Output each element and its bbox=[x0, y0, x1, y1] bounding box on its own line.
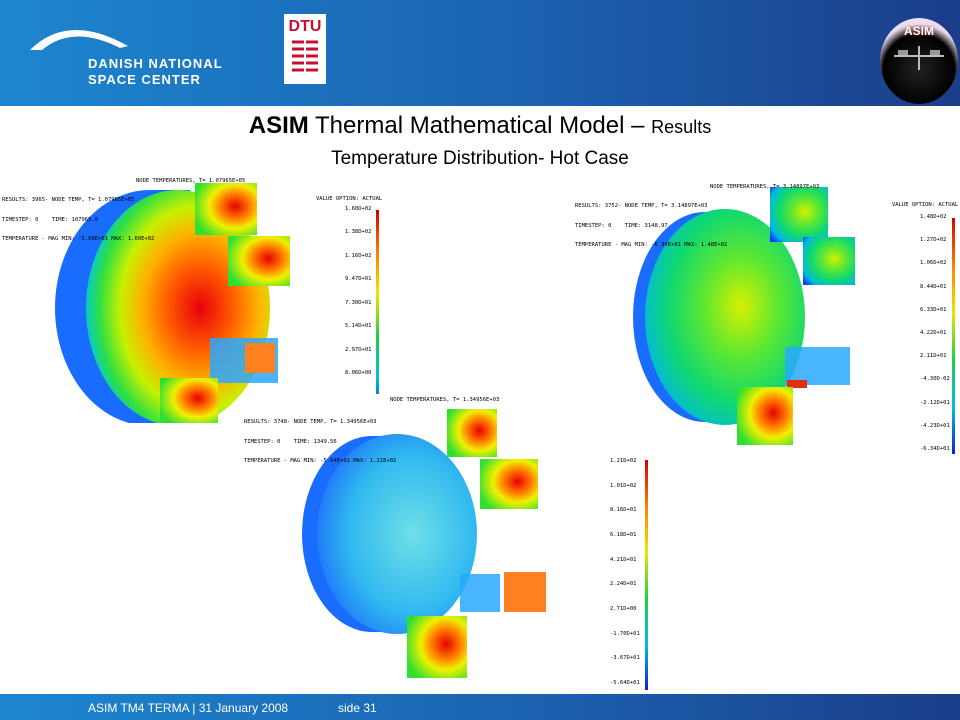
legend-label: 8.44D+01 bbox=[920, 283, 947, 290]
node-header: NODE TEMPERATURES, T= 1.07965E+05 bbox=[136, 178, 246, 184]
results-line: RESULTS: 3965- NODE TEMP, T= 1.07965E+05 bbox=[2, 197, 135, 203]
dtu-bars bbox=[292, 40, 318, 74]
results-line: RESULTS: 3748- NODE TEMP, T= 1.34956E+03 bbox=[244, 419, 377, 425]
node-header: NODE TEMPERATURES, T= 3.14897E+03 bbox=[710, 184, 820, 190]
legend-label: -6.34D+01 bbox=[920, 445, 950, 452]
legend-label: 1.21D+02 bbox=[610, 458, 637, 464]
legend-label: 8.16D+01 bbox=[610, 507, 637, 514]
title-main: Thermal Mathematical Model bbox=[315, 112, 625, 139]
legend-label: -4.23D+01 bbox=[920, 422, 950, 429]
legend-label: -2.12D+01 bbox=[920, 399, 950, 406]
legend-label: 1.60D+02 bbox=[345, 206, 372, 212]
legend: 1.60D+02 1.38D+02 1.16D+02 9.47D+01 7.30D+01… bbox=[345, 206, 372, 376]
legend-label: 1.06D+02 bbox=[920, 260, 947, 267]
title: ASIM Thermal Mathematical Model – Result… bbox=[0, 112, 960, 140]
footer-right: side 31 bbox=[338, 701, 377, 715]
badge-text: ASIM bbox=[904, 24, 934, 38]
results-line: TEMPERATURE - MAG MIN: -6.34E+01 MAX: 1.… bbox=[575, 242, 728, 248]
legend-label: 5.14D+01 bbox=[345, 323, 372, 330]
legend-title: VALUE OPTION: ACTUAL bbox=[316, 196, 383, 202]
subtitle: Temperature Distribution- Hot Case bbox=[331, 148, 629, 169]
legend-label: 1.27D+02 bbox=[920, 237, 947, 244]
title-dash: – bbox=[631, 112, 645, 139]
legend-label: 8.06D+00 bbox=[345, 369, 372, 376]
dtu-logo: DTU bbox=[284, 14, 326, 84]
legend-label: 6.33D+01 bbox=[920, 306, 947, 313]
footer-band: ASIM TM4 TERMA | 31 January 2008 side 31 bbox=[0, 694, 960, 720]
model-render bbox=[302, 409, 648, 690]
legend-label: 1.16D+02 bbox=[345, 252, 372, 259]
legend-label: 4.22D+01 bbox=[920, 329, 947, 336]
results-line: TIMESTEP: 0 TIME: 1349.56 bbox=[244, 438, 337, 445]
logo-line: DANISH NATIONAL bbox=[88, 56, 223, 71]
panel-right: NODE TEMPERATURES, T= 3.14897E+03 RESULT… bbox=[575, 182, 960, 462]
legend-label: 4.21D+01 bbox=[610, 556, 637, 563]
legend-label: 9.47D+01 bbox=[345, 276, 372, 283]
legend-label: -5.64D+01 bbox=[610, 679, 640, 686]
legend-label: -1.70D+01 bbox=[610, 630, 640, 637]
results-block: RESULTS: 3752- NODE TEMP, T= 3.14897E+03… bbox=[575, 190, 727, 262]
legend: 1.48D+02 1.27D+02 1.06D+02 8.44D+01 6.33D+01… bbox=[920, 214, 950, 452]
logo-arc bbox=[30, 29, 128, 50]
model-render bbox=[633, 187, 955, 454]
legend-label: 1.01D+02 bbox=[610, 482, 637, 489]
legend-label: 1.38D+02 bbox=[345, 229, 372, 236]
legend-label: 2.24D+01 bbox=[610, 581, 637, 588]
station-icon bbox=[894, 46, 944, 70]
footer-left: ASIM TM4 TERMA | 31 January 2008 bbox=[88, 701, 289, 715]
results-block: RESULTS: 3965- NODE TEMP, T= 1.07965E+05… bbox=[2, 184, 154, 256]
legend-label: 6.18D+01 bbox=[610, 531, 637, 538]
legend-label: 2.71D+00 bbox=[610, 605, 637, 612]
legend-title: VALUE OPTION: ACTUAL bbox=[892, 202, 959, 208]
legend-label: 2.11D+01 bbox=[920, 353, 947, 360]
logo-text: DANISH NATIONAL SPACE CENTER bbox=[88, 56, 223, 88]
legend-label: 2.97D+01 bbox=[345, 346, 372, 353]
results-line: TEMPERATURE - MAG MIN: -5.64E+01 MAX: 1.… bbox=[244, 458, 397, 464]
legend: 1.21D+02 1.01D+02 8.16D+01 6.18D+01 4.21D+01… bbox=[610, 458, 640, 686]
logo-line: SPACE CENTER bbox=[88, 72, 201, 87]
results-block: RESULTS: 3748- NODE TEMP, T= 1.34956E+03… bbox=[244, 406, 396, 478]
panel-left: NODE TEMPERATURES, T= 1.07965E+05 RESULT… bbox=[0, 178, 420, 423]
results-line: RESULTS: 3752- NODE TEMP, T= 3.14897E+03 bbox=[575, 203, 708, 209]
legend-label: -4.30D-02 bbox=[920, 376, 950, 383]
asim-badge: ASIM bbox=[880, 18, 958, 104]
title-small: Results bbox=[651, 117, 712, 137]
dtu-text: DTU bbox=[288, 18, 322, 35]
results-line: TIMESTEP: 0 TIME: 107965.0 bbox=[2, 216, 99, 223]
node-header: NODE TEMPERATURES, T= 1.34956E+03 bbox=[390, 397, 500, 403]
results-line: TEMPERATURE - MAG MIN: -5.69E+01 MAX: 1.… bbox=[2, 236, 155, 242]
legend-label: -3.67D+01 bbox=[610, 655, 640, 662]
title-bold: ASIM bbox=[248, 112, 309, 139]
legend-label: 1.48D+02 bbox=[920, 214, 947, 220]
results-line: TIMESTEP: 0 TIME: 3148.97 bbox=[575, 222, 668, 229]
header-band: DANISH NATIONAL SPACE CENTER DTU ASIM bbox=[0, 0, 960, 106]
panel-center: NODE TEMPERATURES, T= 1.34956E+03 RESULT… bbox=[242, 394, 656, 692]
legend-label: 7.30D+01 bbox=[345, 299, 372, 306]
model-render bbox=[55, 183, 379, 423]
